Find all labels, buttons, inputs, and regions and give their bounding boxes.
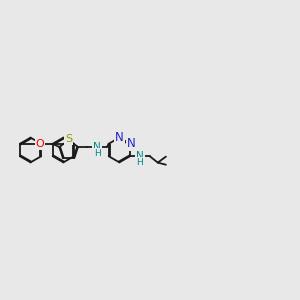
Text: H: H <box>94 149 101 158</box>
Text: N: N <box>127 137 136 150</box>
Text: N: N <box>136 151 144 161</box>
Text: N: N <box>115 131 124 144</box>
Text: H: H <box>136 158 143 167</box>
Text: N: N <box>93 142 101 152</box>
Text: O: O <box>35 139 44 149</box>
Text: S: S <box>65 134 72 144</box>
